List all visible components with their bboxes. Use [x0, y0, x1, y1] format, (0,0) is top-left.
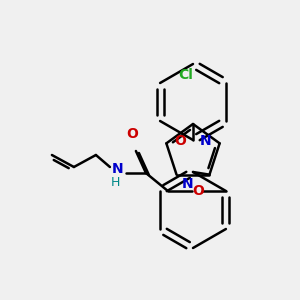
Text: O: O: [192, 184, 204, 198]
Text: Cl: Cl: [178, 68, 193, 82]
Text: N: N: [182, 177, 193, 191]
Text: N: N: [112, 162, 124, 176]
Text: H: H: [111, 176, 121, 190]
Text: N: N: [200, 134, 212, 148]
Text: O: O: [174, 134, 186, 148]
Text: O: O: [126, 127, 138, 141]
